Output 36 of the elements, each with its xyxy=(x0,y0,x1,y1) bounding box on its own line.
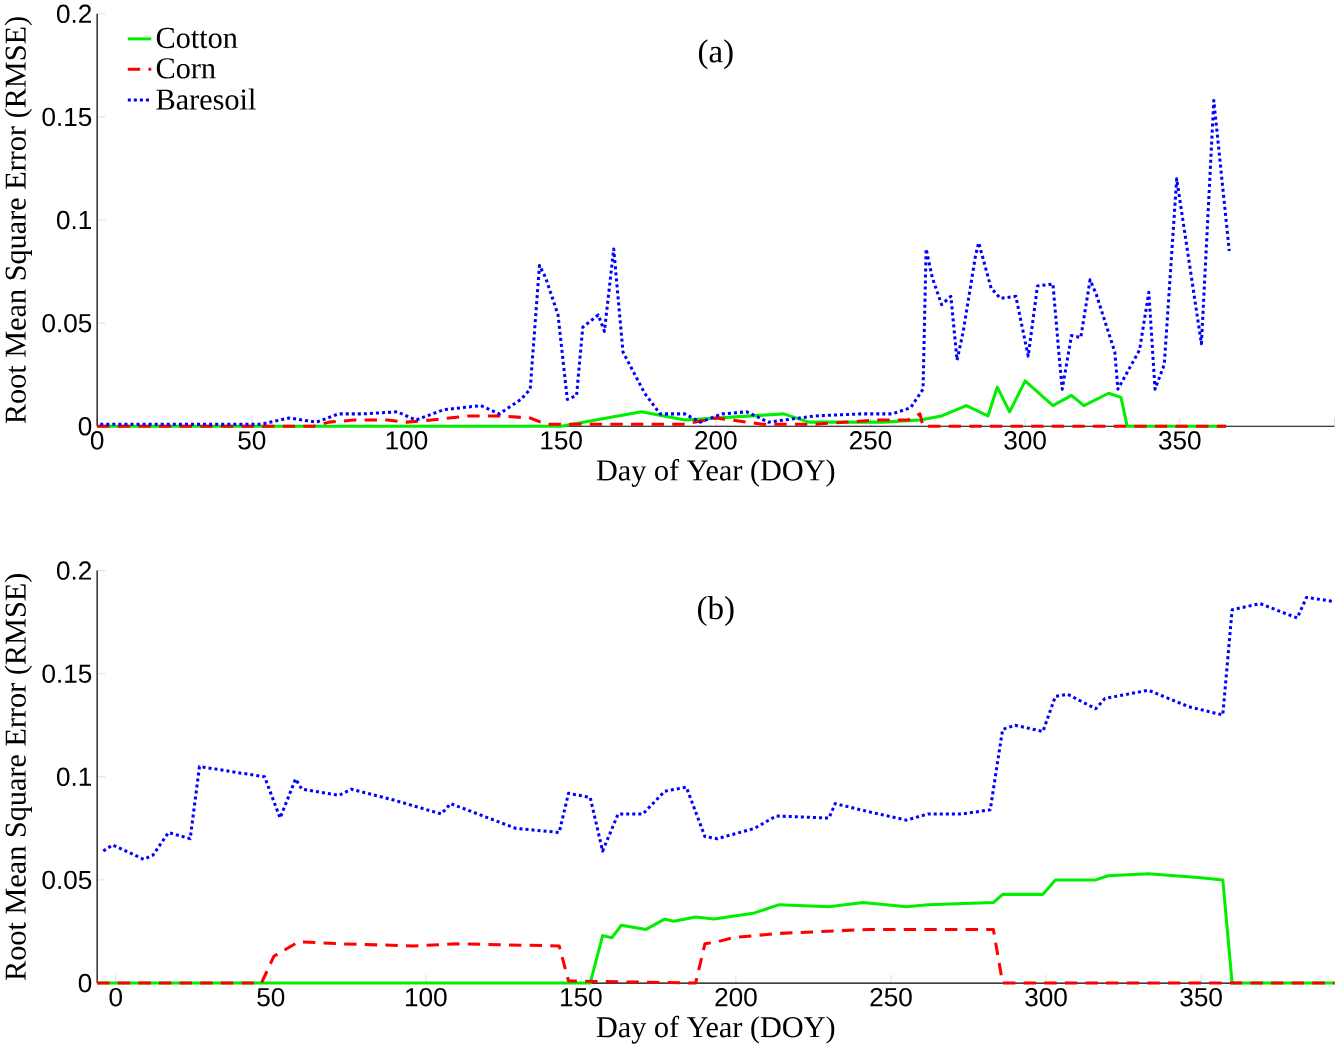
x-tick-label: 350 xyxy=(1180,987,1222,1007)
x-tick-label: 250 xyxy=(849,431,892,450)
text: (a) xyxy=(698,39,733,70)
x-tick-label: 50 xyxy=(257,987,285,1007)
x-tick-label: 300 xyxy=(1004,431,1046,450)
y-tick-label: 0.15 xyxy=(42,107,92,127)
y-tick-label: 0.05 xyxy=(42,313,92,333)
text: (b) xyxy=(698,595,734,626)
y-tick-label: 0.05 xyxy=(42,870,92,890)
x-tick-label: 50 xyxy=(238,431,266,450)
x-tick-label: 100 xyxy=(386,431,428,450)
y-tick-label: 0 xyxy=(78,973,92,993)
x-tick-label: 0 xyxy=(109,987,122,1007)
y-tick-label: 0.1 xyxy=(56,767,91,786)
y-tick-label: 0.15 xyxy=(42,664,92,683)
y-axis-title: Root Mean Square Error (RMSE) xyxy=(4,573,33,980)
y-tick-label: 0.2 xyxy=(56,4,91,23)
x-tick-label: 150 xyxy=(561,987,602,1007)
x-tick-label: 350 xyxy=(1158,431,1201,450)
x-tick-label: 200 xyxy=(695,431,737,450)
y-tick-label: 0.1 xyxy=(56,210,91,230)
x-tick-label: 150 xyxy=(541,431,582,450)
line-series xyxy=(95,412,1228,428)
x-axis-title: Day of Year (DOY) xyxy=(596,1015,835,1044)
y-tick-label: 0.2 xyxy=(56,561,91,580)
y-tick-label: 0 xyxy=(78,416,92,436)
y-axis-title: Root Mean Square Error (RMSE) xyxy=(4,17,33,424)
x-tick-label: 200 xyxy=(715,987,757,1007)
x-tick-label: 250 xyxy=(870,987,912,1007)
x-tick-label: 100 xyxy=(406,987,447,1007)
x-axis-title: Day of Year (DOY) xyxy=(596,458,835,487)
x-tick-label: 300 xyxy=(1025,987,1067,1007)
legend-label: Corn xyxy=(156,58,216,79)
legend-label: Cotton xyxy=(156,27,238,49)
x-tick-label: 0 xyxy=(90,431,104,450)
legend-label: Baresoil xyxy=(156,88,256,110)
